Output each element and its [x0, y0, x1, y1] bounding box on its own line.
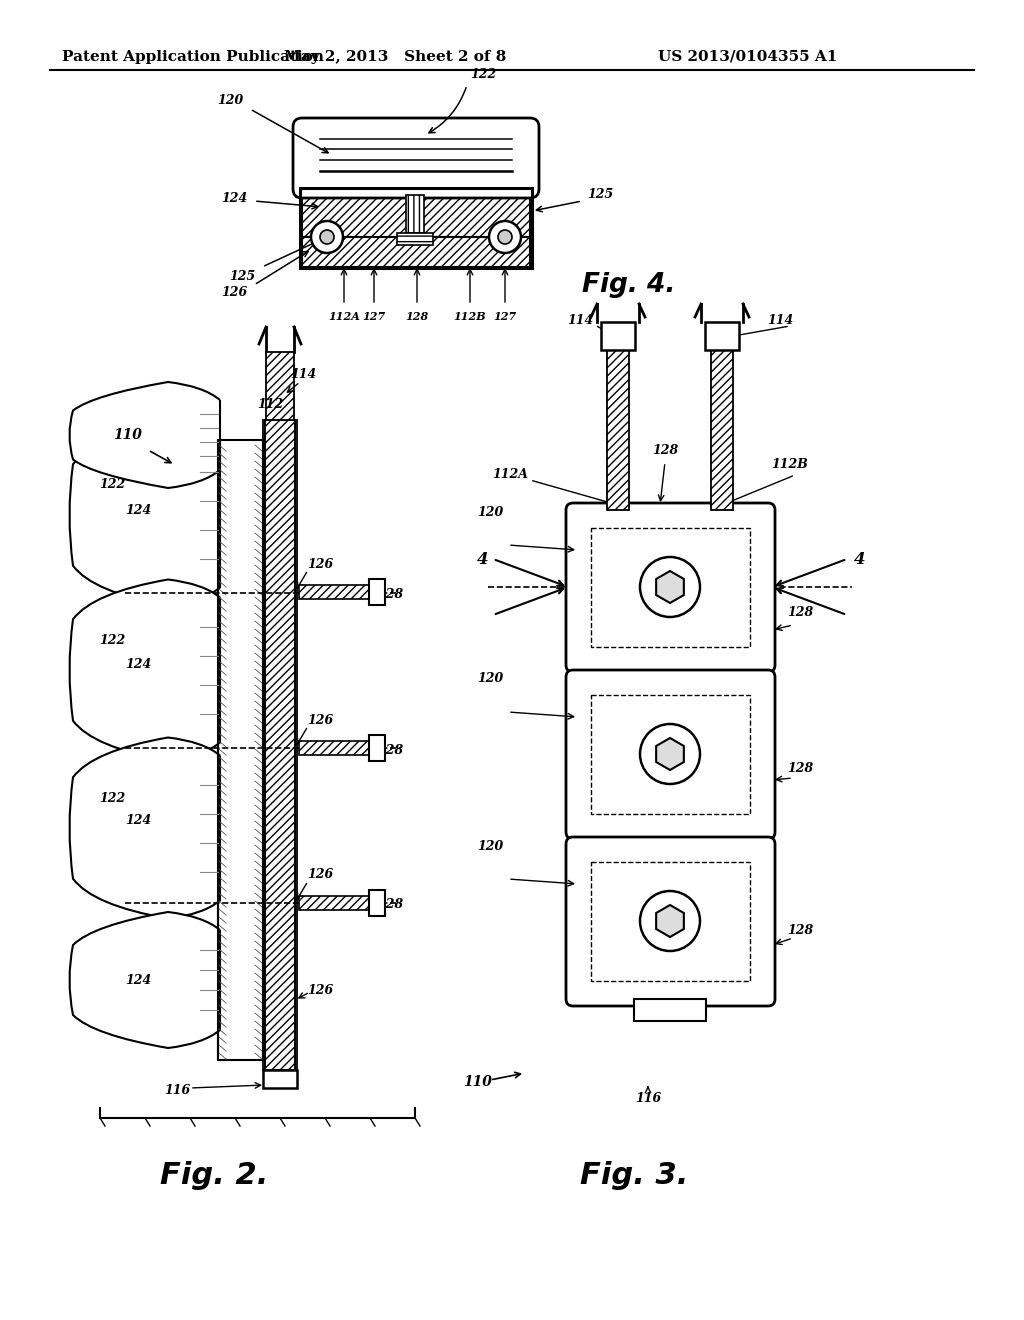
Text: 124: 124: [221, 193, 247, 206]
Circle shape: [311, 220, 343, 253]
Text: 114: 114: [290, 368, 316, 381]
Text: 112B: 112B: [454, 312, 486, 322]
Text: 124: 124: [125, 974, 152, 986]
Bar: [601, 322, 635, 350]
Text: 126: 126: [307, 557, 333, 570]
Text: 128: 128: [786, 924, 813, 936]
Text: 125: 125: [229, 271, 255, 284]
Text: Fig. 2.: Fig. 2.: [160, 1160, 268, 1189]
Bar: [705, 322, 739, 350]
Text: 128: 128: [406, 312, 429, 322]
Bar: [591, 862, 750, 981]
Text: Patent Application Publication: Patent Application Publication: [62, 50, 324, 63]
Text: 122: 122: [99, 479, 125, 491]
Text: Fig. 4.: Fig. 4.: [582, 272, 676, 298]
Text: 122: 122: [99, 634, 125, 647]
Text: 128: 128: [786, 606, 813, 619]
Text: 122: 122: [99, 792, 125, 804]
Text: US 2013/0104355 A1: US 2013/0104355 A1: [658, 50, 838, 63]
Polygon shape: [656, 738, 684, 770]
Bar: [711, 350, 733, 510]
Text: 120: 120: [477, 506, 503, 519]
Text: May 2, 2013   Sheet 2 of 8: May 2, 2013 Sheet 2 of 8: [284, 50, 506, 63]
Bar: [591, 696, 750, 814]
Bar: [634, 999, 706, 1020]
Text: 120: 120: [217, 95, 243, 107]
Text: 114: 114: [567, 314, 593, 326]
Text: 126: 126: [307, 714, 333, 726]
Text: 125: 125: [587, 189, 613, 202]
Text: 124: 124: [125, 813, 152, 826]
PathPatch shape: [70, 579, 220, 760]
Text: 128: 128: [652, 444, 678, 457]
Polygon shape: [656, 572, 684, 603]
Text: 126: 126: [307, 983, 333, 997]
Text: 112B: 112B: [771, 458, 808, 471]
Circle shape: [498, 230, 512, 244]
Bar: [369, 890, 385, 916]
Bar: [369, 735, 385, 762]
Text: 127: 127: [362, 312, 386, 322]
Circle shape: [489, 220, 521, 253]
Circle shape: [640, 891, 700, 950]
FancyBboxPatch shape: [293, 117, 539, 198]
Text: 114: 114: [767, 314, 794, 326]
Text: 4: 4: [477, 550, 488, 568]
Text: 116: 116: [164, 1084, 190, 1097]
PathPatch shape: [70, 381, 220, 488]
Bar: [265, 420, 295, 1071]
Text: 122: 122: [470, 69, 496, 82]
FancyBboxPatch shape: [566, 671, 775, 840]
Bar: [302, 238, 530, 267]
PathPatch shape: [70, 912, 220, 1048]
Polygon shape: [656, 906, 684, 937]
Text: 4: 4: [854, 550, 866, 568]
Bar: [299, 585, 369, 599]
Text: 120: 120: [477, 672, 503, 685]
Bar: [302, 189, 530, 238]
Text: 126: 126: [307, 869, 333, 882]
Bar: [218, 440, 263, 1060]
Text: 110: 110: [464, 1074, 493, 1089]
Bar: [266, 352, 294, 420]
Bar: [607, 350, 629, 510]
FancyBboxPatch shape: [566, 503, 775, 672]
PathPatch shape: [70, 738, 220, 919]
Circle shape: [640, 723, 700, 784]
Bar: [406, 195, 424, 234]
Bar: [263, 1071, 297, 1088]
Text: 127: 127: [494, 312, 517, 322]
FancyBboxPatch shape: [566, 837, 775, 1006]
Text: 112A: 112A: [492, 469, 528, 482]
Text: 124: 124: [125, 503, 152, 516]
Text: 126: 126: [221, 286, 247, 300]
Bar: [397, 234, 433, 246]
Circle shape: [640, 557, 700, 616]
Text: 124: 124: [125, 659, 152, 672]
Text: 112: 112: [257, 399, 283, 412]
Circle shape: [319, 230, 334, 244]
Text: 112A: 112A: [328, 312, 360, 322]
Bar: [591, 528, 750, 647]
PathPatch shape: [70, 425, 220, 606]
Text: 128: 128: [786, 762, 813, 775]
Bar: [369, 579, 385, 605]
Bar: [299, 896, 369, 909]
Text: 120: 120: [477, 840, 503, 853]
Text: Fig. 3.: Fig. 3.: [580, 1160, 688, 1189]
Bar: [299, 741, 369, 755]
Text: 128: 128: [377, 587, 403, 601]
Text: 128: 128: [377, 743, 403, 756]
Text: 110: 110: [114, 428, 142, 442]
Bar: [300, 187, 532, 268]
Text: 128: 128: [377, 899, 403, 912]
Text: 116: 116: [635, 1092, 662, 1105]
